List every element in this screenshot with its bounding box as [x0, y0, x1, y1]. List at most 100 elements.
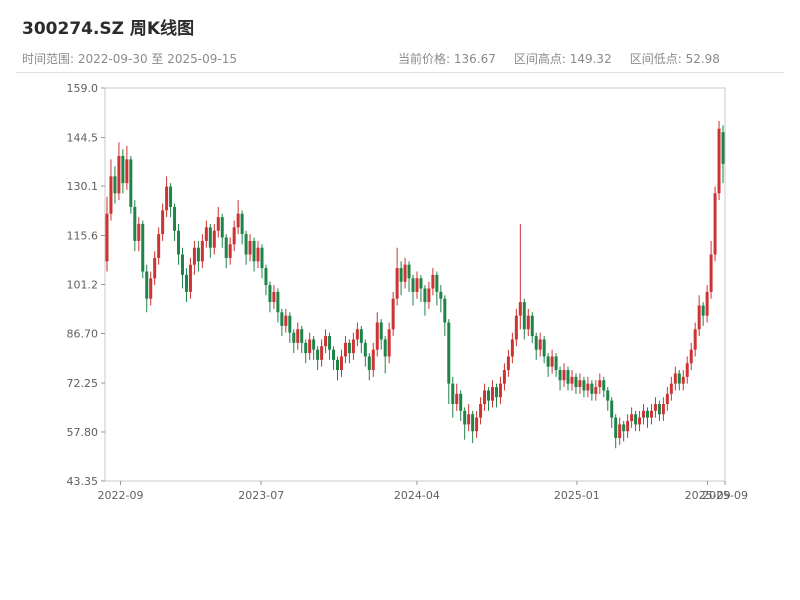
candle-body [431, 274, 435, 289]
candle [697, 295, 701, 337]
candle-body [248, 240, 252, 255]
candle-body [169, 186, 173, 207]
candle-body [196, 247, 200, 262]
candle-body [638, 417, 642, 425]
candle [606, 387, 610, 411]
candle-body [554, 356, 558, 371]
x-tick-label: 2023-07 [238, 489, 284, 502]
candle-body [343, 342, 347, 357]
candle [359, 325, 363, 354]
candle [248, 234, 252, 262]
candle [252, 237, 256, 272]
range-high-label: 区间高点: 149.32 [513, 52, 612, 66]
candle [610, 397, 614, 428]
candle [367, 353, 371, 381]
candle [502, 363, 506, 391]
candle [574, 373, 578, 394]
candle-body [387, 329, 391, 357]
candle [173, 203, 177, 241]
candle [312, 336, 316, 360]
candle [411, 274, 415, 306]
y-tick-label: 144.5 [67, 131, 99, 144]
candle [236, 200, 240, 235]
candle [518, 223, 522, 330]
candle [689, 342, 693, 371]
candle-body [586, 383, 590, 391]
y-tick-label: 86.70 [67, 328, 99, 341]
candle-body [161, 210, 165, 235]
candle-body [634, 414, 638, 425]
candle [638, 410, 642, 432]
candle-body [721, 132, 725, 164]
candle-body [336, 359, 339, 371]
candle [355, 322, 359, 347]
candle-body [677, 373, 681, 384]
candle-body [463, 410, 467, 425]
candle [705, 285, 709, 323]
candle [510, 332, 514, 364]
candle-body [602, 380, 606, 391]
candle-body [498, 383, 502, 398]
candle-body [220, 217, 224, 238]
candle-body [324, 336, 328, 347]
candle [216, 206, 220, 238]
candle [630, 407, 634, 428]
candle [371, 342, 375, 377]
candle [491, 380, 494, 408]
candle [598, 373, 602, 394]
candle-body [240, 213, 244, 235]
candle [220, 213, 224, 248]
candle-body [502, 370, 506, 384]
candle-body [367, 356, 371, 371]
candle-body [685, 363, 689, 377]
candle [570, 370, 574, 391]
candle [196, 240, 200, 272]
candle-body [622, 424, 626, 432]
candle-body [506, 356, 510, 371]
candle-body [137, 223, 141, 241]
candle-body [514, 315, 518, 340]
candle [304, 339, 308, 364]
candle [435, 271, 439, 306]
candle [431, 268, 435, 296]
candle [351, 332, 355, 360]
candle-body [459, 393, 463, 411]
candle-body [681, 376, 685, 384]
candle-body [494, 387, 498, 398]
candle-body [177, 230, 181, 255]
candle [264, 264, 268, 296]
candle [157, 227, 161, 265]
candle-body [562, 370, 566, 381]
candle [590, 380, 594, 401]
candle-body [395, 268, 399, 299]
candle [578, 373, 582, 394]
candle-body [646, 410, 649, 418]
candle [212, 223, 216, 255]
candle [260, 244, 264, 279]
candle-body [117, 155, 121, 194]
time-range-label: 时间范围: 2022-09-30 至 2025-09-15 [22, 52, 237, 66]
candle [642, 404, 646, 425]
candle-body [558, 370, 562, 381]
candle [288, 312, 292, 343]
candle-body [570, 376, 574, 384]
candle-body [113, 176, 117, 194]
candle [399, 261, 403, 296]
candle-body [125, 159, 129, 184]
candle-body [574, 376, 578, 388]
candle [324, 329, 328, 354]
candle-body [407, 264, 411, 279]
candle [153, 251, 157, 286]
candle [546, 353, 550, 377]
candle [487, 387, 491, 411]
candle-body [260, 247, 264, 269]
candle [343, 336, 347, 364]
candle-body [332, 349, 336, 360]
candle-body [451, 383, 455, 405]
candle-body [542, 339, 546, 357]
candle [594, 380, 598, 401]
candle [614, 414, 618, 449]
candle-body [642, 410, 646, 418]
x-tick-label: 2022-09 [98, 489, 144, 502]
